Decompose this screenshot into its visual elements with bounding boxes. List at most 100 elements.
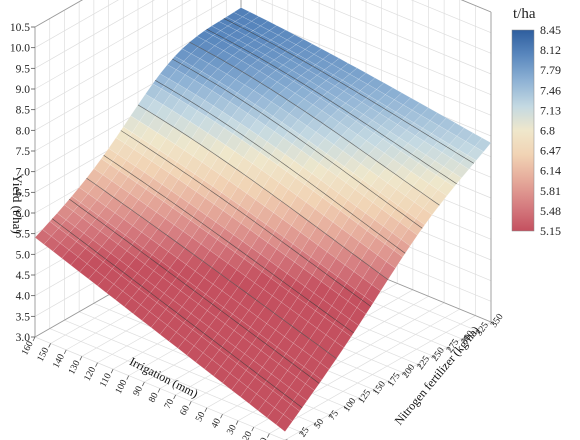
surface-patch: [366, 219, 384, 238]
surface-patch: [391, 137, 409, 152]
surface-patch: [366, 132, 384, 148]
y-tick: [461, 338, 465, 343]
surface-patch: [159, 325, 177, 342]
surface-patch: [384, 144, 401, 160]
surface-patch: [415, 208, 433, 226]
surface-patch: [176, 322, 193, 340]
surface-patch: [282, 59, 300, 71]
surface-patch: [274, 218, 292, 238]
surface-patch: [274, 397, 292, 415]
surface-patch: [443, 157, 461, 173]
surface-patch: [261, 158, 278, 177]
surface-patch: [144, 161, 161, 179]
x-tick: [95, 362, 98, 367]
surface-patch: [380, 118, 398, 132]
surface-patch: [270, 164, 287, 183]
surface-patch: [70, 256, 88, 273]
surface-patch: [179, 185, 197, 204]
surface-patch: [341, 217, 359, 236]
surface-patch: [345, 96, 363, 109]
surface-patch: [331, 193, 348, 212]
surface-patch: [311, 163, 329, 181]
x-tick: [48, 343, 51, 348]
contour-line: [120, 130, 372, 307]
contour-line: [206, 28, 457, 185]
surface-patch: [34, 229, 52, 245]
colorbar-tick-label: 7.13: [540, 103, 561, 117]
x-tick-label: 50: [194, 410, 207, 423]
colorbar-tick-label: 5.48: [540, 204, 561, 218]
surface-patch: [195, 352, 213, 370]
x-tick-label: 120: [83, 365, 98, 382]
surface-patch: [269, 25, 286, 36]
surface-patch: [384, 232, 402, 251]
z-tick-label: 6.0: [16, 208, 31, 220]
surface-patch: [284, 143, 302, 161]
surface-patch: [342, 73, 359, 86]
surface-patch: [123, 115, 140, 133]
surface-patch: [192, 58, 210, 72]
surface-patch: [261, 30, 279, 41]
y-tick-label: 25: [298, 426, 312, 440]
surface-patch: [49, 212, 67, 229]
surface-patch: [386, 250, 403, 269]
surface-patch: [67, 226, 85, 242]
surface-patch: [165, 299, 183, 317]
surface-patch: [257, 54, 275, 66]
surface-patch: [332, 210, 350, 229]
surface-patch: [104, 268, 122, 285]
surface-patch: [339, 115, 357, 129]
surface-patch: [356, 295, 374, 315]
surface-patch: [134, 231, 151, 249]
surface-patch: [266, 131, 284, 149]
surface-patch: [333, 68, 351, 81]
colorbar-tick-label: 6.14: [540, 164, 561, 178]
surface-patch: [236, 353, 254, 371]
surface-patch: [193, 336, 211, 354]
surface-patch: [257, 400, 275, 418]
x-tick-label: 70: [163, 398, 176, 411]
surface-patch: [311, 86, 328, 99]
surface-patch: [243, 145, 261, 164]
y-tick-label: 350: [489, 312, 506, 330]
surface-patch: [245, 90, 263, 105]
surface-patch: [313, 179, 330, 198]
colorbar-tick-label: 8.45: [540, 23, 561, 37]
surface-patch: [363, 107, 380, 121]
contour-line: [86, 177, 337, 359]
x-tick: [173, 394, 176, 400]
surface-patch: [456, 127, 474, 142]
z-axis-label: Yield (t/ha): [10, 174, 25, 234]
z-tick-label: 7.0: [16, 167, 31, 179]
surface-patch: [124, 297, 141, 314]
floor-grid-line: [269, 315, 476, 434]
surface-patch: [321, 103, 339, 117]
surface-patch: [277, 153, 295, 172]
surface-patch: [246, 39, 264, 51]
surface-patch: [154, 184, 172, 202]
surface-patch: [288, 279, 306, 299]
surface-patch: [355, 277, 372, 297]
surface-patch: [300, 69, 318, 82]
surface-patch: [328, 97, 346, 110]
x-tick-label: 20: [241, 430, 254, 440]
surface-patch: [196, 30, 214, 42]
x-tick: [142, 381, 145, 387]
surface-patch: [228, 79, 245, 94]
surface-patch: [370, 176, 388, 193]
surface-patch: [339, 199, 357, 218]
x-tick: [204, 407, 208, 412]
z-tick-label: 7.5: [16, 146, 31, 158]
colorbar-tick-label: 6.47: [540, 144, 561, 158]
box-edge: [34, 0, 84, 28]
surface-patch: [254, 271, 272, 290]
wall-grid-line: [410, 0, 492, 33]
surface-patch: [428, 174, 446, 191]
surface-patch: [252, 253, 270, 273]
surface-patch: [284, 69, 302, 82]
surface-patch: [425, 146, 443, 161]
contour-layer: [51, 18, 474, 408]
surface-patch: [253, 350, 271, 368]
surface-patch: [260, 242, 277, 261]
